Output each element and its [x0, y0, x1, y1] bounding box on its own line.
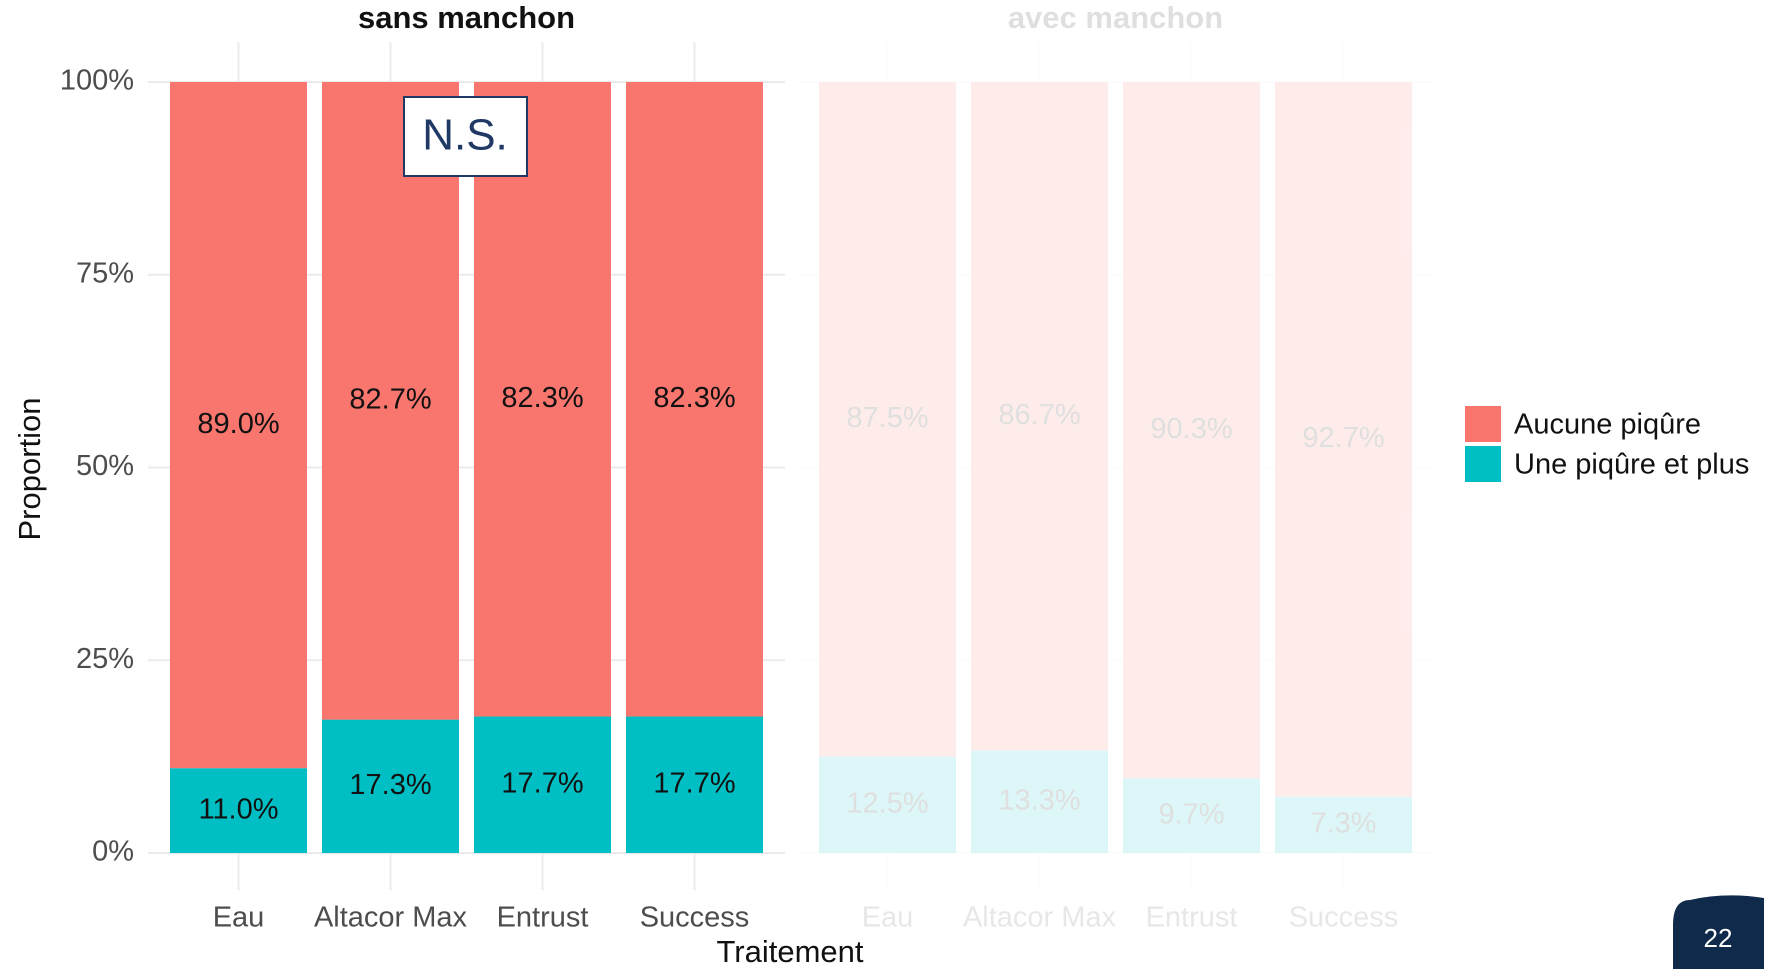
x-tick-label: Entrust — [1146, 902, 1238, 934]
bar-segment — [1123, 778, 1260, 853]
bar-segment — [474, 716, 611, 853]
bar-segment — [170, 768, 307, 853]
bar-segment — [1275, 82, 1412, 797]
bar-segment — [971, 750, 1108, 853]
value-label: 86.7% — [998, 399, 1080, 431]
bar-segment — [971, 82, 1108, 751]
bar-segment — [626, 82, 763, 717]
value-label: 7.3% — [1310, 808, 1376, 840]
bar-segment — [1275, 796, 1412, 853]
legend-label: Une piqûre et plus — [1514, 449, 1749, 481]
x-tick-label: Entrust — [497, 902, 589, 934]
value-label: 82.7% — [349, 383, 431, 415]
value-label: 17.3% — [349, 769, 431, 801]
value-label: 89.0% — [197, 408, 279, 440]
value-label: 9.7% — [1158, 798, 1224, 830]
x-axis-label: Traitement — [716, 934, 863, 969]
value-label: 87.5% — [846, 402, 928, 434]
value-label: 13.3% — [998, 784, 1080, 816]
facet-title: sans manchon — [358, 0, 575, 35]
value-label: 17.7% — [653, 767, 735, 799]
value-label: 11.0% — [198, 793, 278, 825]
page-number: 22 — [1704, 923, 1733, 953]
facet: avec manchon Eau Altacor Max Entrust Success… — [797, 0, 1434, 934]
y-axis-label: Proportion — [12, 397, 47, 540]
x-tick-label: Success — [1289, 902, 1399, 934]
bar-segment — [819, 756, 956, 853]
x-tick-label: Altacor Max — [963, 902, 1117, 934]
value-label: 92.7% — [1302, 422, 1384, 454]
value-label: 90.3% — [1150, 413, 1232, 445]
y-tick-label: 75% — [76, 257, 134, 289]
y-tick-label: 50% — [76, 450, 134, 482]
value-label: 82.3% — [653, 382, 735, 414]
bar-segment — [322, 719, 459, 853]
x-tick-label: Eau — [862, 902, 914, 934]
facet: sans manchon Eau Altacor Max Entrust Success… — [148, 0, 785, 934]
bar-segment — [1123, 82, 1260, 779]
y-tick-label: 0% — [92, 836, 134, 868]
x-tick-label: Eau — [213, 902, 265, 934]
y-tick-label: 100% — [60, 65, 134, 97]
value-label: 12.5% — [846, 787, 928, 819]
annotation: N.S. — [422, 111, 508, 160]
legend-swatch — [1465, 406, 1501, 442]
x-tick-label: Altacor Max — [314, 902, 468, 934]
bar-segment — [626, 716, 763, 853]
facet-title: avec manchon — [1008, 0, 1223, 35]
x-tick-label: Success — [640, 902, 750, 934]
legend-label: Aucune piqûre — [1514, 409, 1701, 441]
y-tick-label: 25% — [76, 643, 134, 675]
value-label: 82.3% — [501, 382, 583, 414]
annotation-box — [403, 96, 528, 177]
page-badge — [1673, 895, 1764, 969]
value-label: 17.7% — [501, 767, 583, 799]
legend-swatch — [1465, 446, 1501, 482]
bar-segment — [170, 82, 307, 769]
bar-segment — [474, 82, 611, 717]
bar-segment — [322, 82, 459, 720]
bar-segment — [819, 82, 956, 757]
